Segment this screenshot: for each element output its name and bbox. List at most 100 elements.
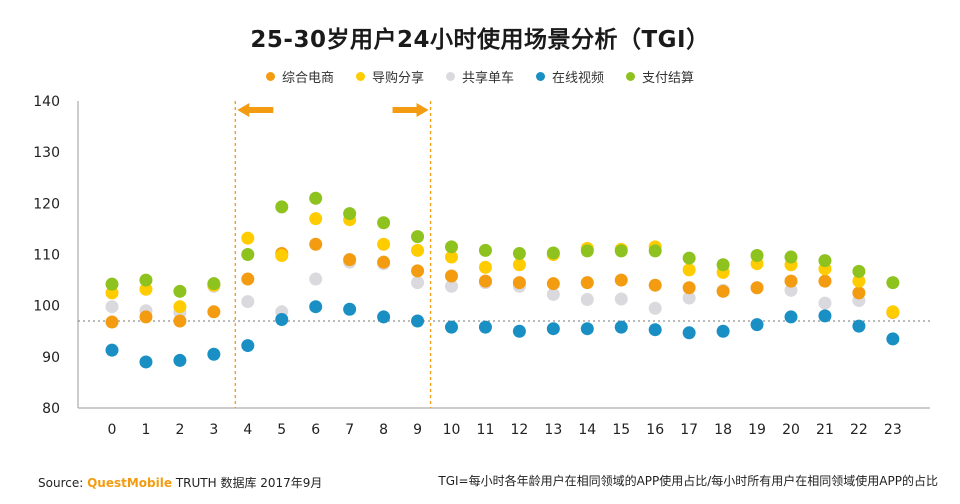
data-point-s0-x20 xyxy=(784,274,798,288)
data-point-s1-x2 xyxy=(173,300,187,314)
data-point-s3-x22 xyxy=(852,319,866,333)
data-point-s0-x13 xyxy=(546,277,560,291)
chart-title: 25-30岁用户24小时使用场景分析（TGI） xyxy=(250,27,710,53)
data-point-s2-x4 xyxy=(241,295,255,309)
data-point-s3-x3 xyxy=(207,347,221,361)
data-point-s0-x17 xyxy=(682,281,696,295)
x-tick-label: 4 xyxy=(243,422,252,438)
legend-item-4: 支付结算 xyxy=(626,67,694,86)
y-tick-label: 80 xyxy=(42,401,60,417)
data-point-s2-x20 xyxy=(784,283,798,297)
y-tick-label: 140 xyxy=(33,94,60,110)
x-tick-label: 11 xyxy=(477,422,495,438)
data-point-s3-x16 xyxy=(648,323,662,337)
data-point-s0-x22 xyxy=(852,286,866,300)
source-text: TRUTH 数据库 2017年9月 xyxy=(175,476,323,490)
data-point-s3-x21 xyxy=(818,309,832,323)
data-point-s4-x18 xyxy=(716,258,730,272)
data-point-s4-x1 xyxy=(139,273,153,287)
data-point-s0-x14 xyxy=(580,276,594,290)
y-tick-label: 100 xyxy=(33,299,60,315)
data-point-s0-x21 xyxy=(818,274,832,288)
data-point-s0-x11 xyxy=(478,274,492,288)
data-point-s3-x20 xyxy=(784,310,798,324)
x-tick-label: 5 xyxy=(277,422,286,438)
data-point-s3-x11 xyxy=(478,320,492,334)
data-point-s3-x0 xyxy=(105,343,119,357)
data-point-s4-x7 xyxy=(343,207,357,221)
data-point-s2-x0 xyxy=(105,300,119,314)
data-point-s0-x15 xyxy=(614,273,628,287)
data-point-s3-x19 xyxy=(750,318,764,332)
data-point-s1-x17 xyxy=(682,263,696,277)
data-point-s2-x21 xyxy=(818,296,832,310)
data-point-s3-x9 xyxy=(411,314,425,328)
data-point-s1-x10 xyxy=(445,250,458,264)
data-point-s1-x9 xyxy=(411,243,425,257)
data-point-s4-x23 xyxy=(886,276,900,290)
legend-label: 综合电商 xyxy=(281,71,334,86)
data-point-s4-x0 xyxy=(105,277,119,291)
data-point-s3-x4 xyxy=(241,339,255,353)
legend-marker xyxy=(536,72,545,81)
data-point-s3-x2 xyxy=(173,353,187,367)
data-point-s3-x18 xyxy=(716,324,730,338)
x-tick-label: 7 xyxy=(345,422,354,438)
y-tick-label: 130 xyxy=(33,145,60,161)
data-point-s0-x18 xyxy=(716,284,730,298)
data-point-s4-x22 xyxy=(852,264,866,278)
data-point-s4-x19 xyxy=(750,249,764,263)
x-tick-label: 20 xyxy=(782,422,800,438)
data-point-s3-x12 xyxy=(512,324,526,338)
data-point-s0-x19 xyxy=(750,281,764,295)
legend-label: 共享单车 xyxy=(461,71,514,86)
data-point-s4-x14 xyxy=(580,244,594,258)
data-point-s3-x7 xyxy=(343,302,357,316)
y-tick-label: 110 xyxy=(33,248,60,264)
legend-marker xyxy=(355,72,365,81)
data-point-s3-x6 xyxy=(309,300,323,314)
data-point-s3-x14 xyxy=(580,322,594,336)
arrow-right-icon xyxy=(392,103,429,117)
data-point-s3-x1 xyxy=(139,355,153,369)
brand-name: QuestMobile xyxy=(87,476,172,490)
data-point-s4-x12 xyxy=(512,246,526,260)
legend-item-2: 共享单车 xyxy=(445,67,514,86)
x-tick-label: 19 xyxy=(748,422,766,438)
x-tick-label: 6 xyxy=(311,422,320,438)
data-point-s2-x6 xyxy=(309,272,323,286)
data-point-s1-x11 xyxy=(478,260,492,274)
x-tick-label: 13 xyxy=(544,422,562,438)
data-point-s3-x17 xyxy=(682,326,696,340)
data-point-s2-x15 xyxy=(614,292,628,306)
data-point-s0-x10 xyxy=(445,269,458,283)
data-point-s0-x9 xyxy=(411,264,425,278)
data-point-s0-x2 xyxy=(173,314,187,328)
legend-marker xyxy=(445,72,455,81)
data-point-s0-x16 xyxy=(648,278,662,292)
data-point-s1-x5 xyxy=(275,249,289,263)
data-point-s4-x16 xyxy=(648,244,662,258)
data-point-s1-x8 xyxy=(377,237,391,251)
x-tick-label: 22 xyxy=(850,422,868,438)
x-tick-label: 23 xyxy=(884,422,902,438)
data-point-s4-x8 xyxy=(377,216,391,230)
data-point-s3-x8 xyxy=(377,310,391,324)
data-point-s4-x4 xyxy=(241,248,255,261)
chart-legend: 综合电商 导购分享 共享单车 在线视频 支付结算 xyxy=(0,67,960,86)
source-footnote: Source: QuestMobile TRUTH 数据库 2017年9月 xyxy=(38,474,322,491)
data-point-s4-x9 xyxy=(411,230,425,244)
y-tick-label: 90 xyxy=(42,350,60,366)
x-tick-label: 15 xyxy=(612,422,630,438)
legend-marker xyxy=(265,72,275,81)
tgi-definition-note: TGI=每小时各年龄用户在相同领域的APP使用占比/每小时所有用户在相同领域使用… xyxy=(438,474,938,488)
data-point-s2-x14 xyxy=(580,293,594,307)
legend-item-1: 导购分享 xyxy=(355,67,424,86)
data-point-s2-x16 xyxy=(648,301,662,315)
data-point-s3-x10 xyxy=(445,320,458,334)
data-point-s2-x10 xyxy=(445,279,458,293)
data-point-s0-x4 xyxy=(241,272,255,286)
data-point-s0-x7 xyxy=(343,253,357,267)
source-label: Source: xyxy=(38,476,84,490)
